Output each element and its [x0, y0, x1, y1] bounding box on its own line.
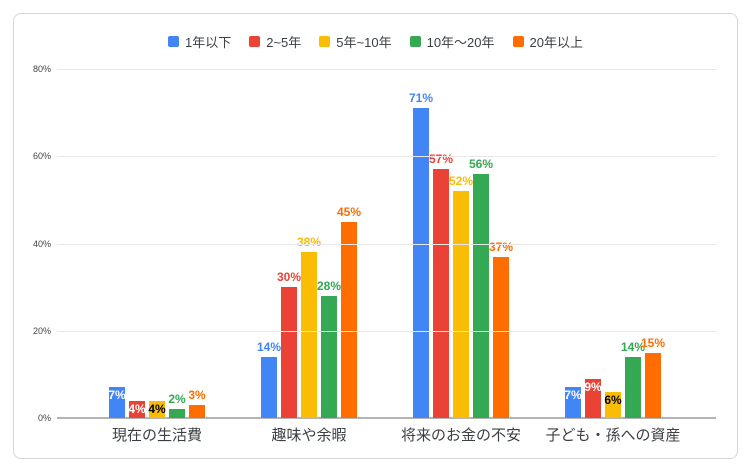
bar[interactable]: 28%: [317, 279, 341, 418]
bar-group: 71% 57% 52% 56% 37%: [385, 69, 537, 418]
legend-item: 2~5年: [249, 32, 301, 51]
legend-label: 20年以上: [529, 35, 583, 50]
gridline: [57, 330, 716, 332]
bar-value-label: 30%: [276, 270, 302, 285]
bar[interactable]: 37%: [489, 240, 513, 418]
y-axis-tick-label: 0%: [37, 413, 51, 423]
bar-value-label: 52%: [448, 174, 474, 189]
y-axis-tick-label: 40%: [32, 238, 51, 249]
legend-swatch-icon: [249, 36, 261, 47]
bar-value-label: 6%: [604, 392, 622, 407]
bar-value-label: 4%: [128, 401, 146, 416]
bar[interactable]: 15%: [641, 336, 665, 418]
bar-value-label: 45%: [336, 204, 362, 219]
x-axis-baseline: [57, 417, 716, 419]
x-axis-category-label: 趣味や余暇: [271, 427, 347, 444]
bar-group: 14% 30% 38% 28% 45%: [233, 69, 385, 418]
plot-area: 7% 4% 4% 2% 3% 14% 30% 38% 28% 45% 71% 57% 52% 56% 37%…: [33, 64, 716, 423]
legend-swatch-icon: [512, 36, 524, 47]
bar-value-label: 38%: [296, 235, 322, 250]
bar-value-label: 14%: [256, 339, 282, 354]
bar[interactable]: 57%: [429, 152, 453, 418]
y-axis-tick-label: 60%: [32, 151, 51, 162]
x-axis-category-label: 現在の生活費: [111, 427, 202, 444]
legend-label: 2~5年: [266, 35, 302, 50]
bar[interactable]: 45%: [337, 205, 361, 418]
bar[interactable]: 7%: [564, 387, 582, 418]
bar-value-label: 28%: [316, 278, 342, 293]
legend-swatch-icon: [168, 36, 179, 47]
y-axis-tick-label: 80%: [32, 64, 51, 74]
bar[interactable]: 3%: [188, 388, 206, 418]
legend-item: 10年～20年: [409, 32, 495, 51]
legend-swatch-icon: [319, 36, 331, 47]
legend-label: 10年～20年: [426, 35, 495, 50]
legend: 1年以下 2~5年 5年~10年 10年～20年 20年以上: [14, 32, 737, 51]
bar-value-label: 14%: [620, 339, 646, 354]
x-axis-category-label: 子ども・孫への資産: [545, 427, 681, 444]
bar-value-label: 71%: [408, 91, 434, 106]
x-axis-category-labels: 現在の生活費 趣味や余暇 将来のお金の不安 子ども・孫への資産: [81, 424, 689, 445]
gridline: [57, 243, 716, 245]
bar[interactable]: 2%: [168, 392, 186, 418]
bar-value-label: 7%: [564, 388, 582, 403]
bar-value-label: 9%: [584, 379, 602, 394]
bar-value-label: 7%: [108, 388, 126, 403]
bar-value-label: 57%: [428, 152, 454, 167]
legend-item: 5年~10年: [319, 32, 392, 51]
bar[interactable]: 71%: [409, 91, 433, 418]
legend-swatch-icon: [409, 36, 421, 47]
bar-value-label: 4%: [148, 401, 166, 416]
bar[interactable]: 30%: [277, 270, 301, 418]
bar[interactable]: 4%: [148, 400, 166, 418]
legend-item: 1年以下: [168, 32, 231, 51]
legend-label: 5年~10年: [336, 35, 392, 50]
legend-item: 20年以上: [512, 32, 583, 51]
bar-group: 7% 4% 4% 2% 3%: [81, 69, 233, 418]
bar-value-label: 56%: [468, 156, 494, 171]
bar[interactable]: 9%: [584, 378, 602, 418]
bar-value-label: 2%: [168, 392, 186, 407]
bar-groups: 7% 4% 4% 2% 3% 14% 30% 38% 28% 45% 71% 57% 52% 56% 37%…: [81, 69, 689, 418]
bar[interactable]: 52%: [449, 174, 473, 418]
x-axis-category-label: 将来のお金の不安: [400, 427, 521, 444]
bar[interactable]: 38%: [297, 235, 321, 418]
bar[interactable]: 14%: [621, 340, 645, 418]
y-axis-tick-label: 20%: [32, 325, 51, 336]
chart-card: 1年以下 2~5年 5年~10年 10年～20年 20年以上 7% 4% 4% 2% 3% 14%…: [13, 13, 738, 459]
gridline: [57, 156, 716, 158]
legend-label: 1年以下: [185, 35, 232, 50]
bar[interactable]: 56%: [469, 157, 493, 418]
bar-group: 7% 9% 6% 14% 15%: [537, 69, 689, 418]
bar-value-label: 37%: [488, 239, 514, 254]
bar[interactable]: 4%: [128, 400, 146, 418]
gridline: [57, 69, 716, 70]
bar-value-label: 15%: [640, 335, 666, 350]
bar[interactable]: 6%: [604, 391, 622, 418]
bar[interactable]: 14%: [257, 340, 281, 418]
bar[interactable]: 7%: [108, 387, 126, 418]
bar-value-label: 3%: [188, 387, 206, 402]
